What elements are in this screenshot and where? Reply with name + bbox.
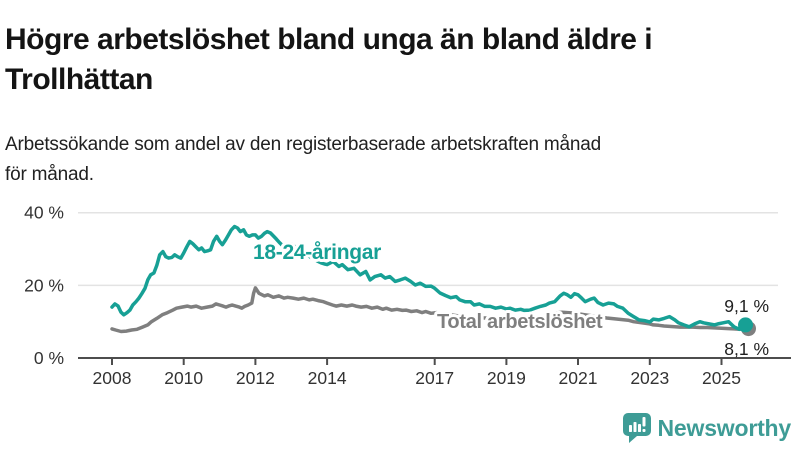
series-line-total: [110, 286, 748, 334]
x-axis-tick-label: 2010: [164, 368, 203, 388]
y-axis-tick-label: 40 %: [24, 203, 64, 223]
x-axis-tick-label: 2014: [308, 368, 347, 388]
page-title: Högre arbetslöshet bland unga än bland ä…: [5, 20, 797, 100]
x-axis-tick-label: 2021: [559, 368, 598, 388]
x-axis-tick-label: 2008: [93, 368, 132, 388]
y-axis-tick-label: 0 %: [34, 348, 64, 368]
x-axis-tick-label: 2019: [487, 368, 526, 388]
series-end-value-label: 8,1 %: [724, 339, 769, 359]
line-chart: 2008 2010 2012 2014 2017 2019 2021 2023 2025 0 % 2…: [24, 203, 791, 388]
title-line-2: Trollhättan: [5, 63, 153, 97]
y-axis-tick-label: 20 %: [24, 275, 64, 295]
series-end-value-label: 9,1 %: [724, 296, 769, 316]
series-end-dot: [738, 317, 753, 333]
x-axis-tick-label: 2023: [630, 368, 669, 388]
title-line-1: Högre arbetslöshet bland unga än bland ä…: [5, 23, 653, 57]
x-axis-tick-label: 2025: [702, 368, 741, 388]
x-axis-tick-label: 2017: [415, 368, 454, 388]
newsworthy-logo[interactable]: Newsworthy: [622, 413, 792, 444]
newsworthy-icon: [622, 413, 651, 443]
subtitle-line-2: för månad.: [5, 164, 94, 185]
subtitle-line-1: Arbetssökande som andel av den registerb…: [5, 134, 602, 155]
series-line-youth: [110, 224, 748, 332]
series-label: 18-24-åringar: [253, 241, 381, 264]
newsworthy-logo-text: Newsworthy: [657, 415, 792, 441]
x-axis-tick-label: 2012: [236, 368, 275, 388]
chart-subtitle: Arbetssökande som andel av den registerb…: [5, 130, 797, 190]
series-label: Total arbetslöshet: [437, 311, 603, 333]
